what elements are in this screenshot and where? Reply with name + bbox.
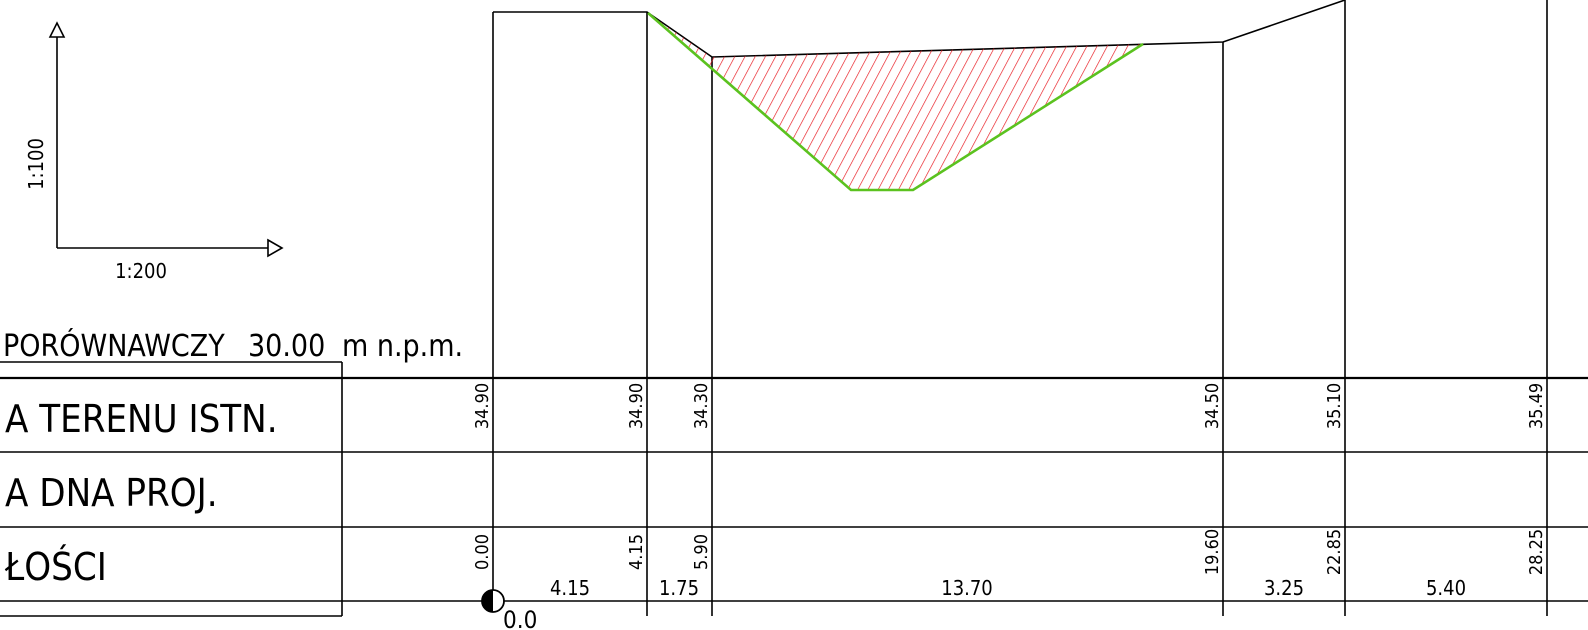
origin-marker: 0.0 <box>481 589 537 630</box>
segment-label: 4.15 <box>550 576 590 600</box>
datum-label: PORÓWNAWCZY 30.00 m n.p.m. <box>0 327 463 364</box>
chainage-label: 5.90 <box>691 534 712 570</box>
row-label-distances: ŁOŚCI <box>4 545 107 589</box>
station-lines <box>492 0 1548 616</box>
horizontal-scale-label: 1:200 <box>115 259 167 283</box>
segment-label: 13.70 <box>941 576 993 600</box>
segment-label: 3.25 <box>1264 576 1304 600</box>
row-label-design-bottom: A DNA PROJ. <box>5 471 218 515</box>
datum-unit: m n.p.m. <box>342 329 463 364</box>
segment-label: 1.75 <box>659 576 699 600</box>
row-header-table: A TERENU ISTN. A DNA PROJ. ŁOŚCI <box>0 362 343 617</box>
elevation-label: 34.90 <box>626 383 647 429</box>
elevation-label: 35.10 <box>1324 383 1345 429</box>
vertical-scale-label: 1:100 <box>24 138 48 190</box>
origin-label: 0.0 <box>503 606 537 630</box>
design-bottom-profile <box>647 12 1144 192</box>
elevation-label: 34.90 <box>472 383 493 429</box>
excavation-hatch <box>648 13 1143 190</box>
segment-labels: 4.15 1.75 13.70 3.25 5.40 <box>550 576 1466 600</box>
datum-title: PORÓWNAWCZY <box>3 327 225 364</box>
scale-indicator: 1:100 1:200 <box>24 21 284 283</box>
elevation-label: 35.49 <box>1526 383 1547 429</box>
up-arrow-icon <box>48 21 66 38</box>
chainage-label: 0.00 <box>472 534 493 570</box>
chainage-label: 4.15 <box>626 534 647 570</box>
chainage-label: 19.60 <box>1202 529 1223 575</box>
row-label-existing-terrain: A TERENU ISTN. <box>5 397 278 441</box>
existing-terrain-profile <box>493 0 1346 58</box>
right-arrow-icon <box>267 238 284 258</box>
elevation-labels: 34.90 34.90 34.30 34.50 35.10 35.49 <box>472 383 1547 429</box>
segment-label: 5.40 <box>1426 576 1466 600</box>
table-grid <box>0 376 1588 602</box>
elevation-label: 34.50 <box>1202 383 1223 429</box>
chainage-label: 28.25 <box>1526 529 1547 575</box>
chainage-label: 22.85 <box>1324 529 1345 575</box>
elevation-label: 34.30 <box>691 383 712 429</box>
origin-half-fill <box>482 590 493 612</box>
chainage-labels: 0.00 4.15 5.90 19.60 22.85 28.25 <box>472 529 1547 575</box>
datum-value: 30.00 <box>248 329 325 364</box>
